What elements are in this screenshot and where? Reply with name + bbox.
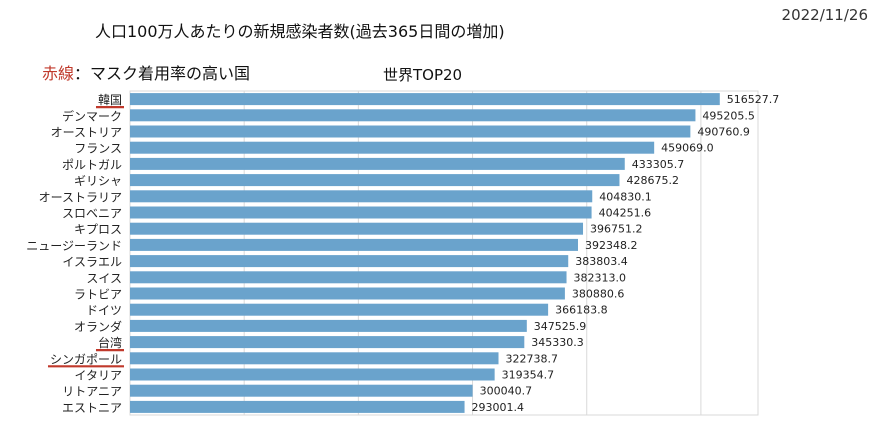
bar-11 [130, 271, 567, 284]
data-label-17: 319354.7 [502, 369, 555, 382]
data-label-19: 293001.4 [472, 401, 525, 414]
bar-9 [130, 238, 578, 251]
data-label-18: 300040.7 [480, 385, 533, 398]
bar-12 [130, 287, 565, 300]
bar-17 [130, 368, 495, 381]
data-label-2: 490760.9 [697, 126, 750, 139]
chart-subtitle: 世界TOP20 [383, 66, 463, 84]
category-label-13: ドイツ [86, 304, 122, 318]
category-label-8: キプロス [74, 223, 122, 237]
category-label-2: オーストリア [51, 126, 122, 140]
bar-15 [130, 336, 525, 349]
bar-10 [130, 255, 569, 268]
category-label-10: イスラエル [62, 255, 122, 269]
date-label: 2022/11/26 [781, 6, 868, 24]
category-label-3: フランス [74, 142, 122, 156]
data-label-8: 396751.2 [590, 223, 643, 236]
chart-main-title: 人口100万人あたりの新規感染者数(過去365日間の増加) [95, 22, 505, 41]
category-label-16: シンガポール [50, 352, 122, 366]
legend-rest: ：マスク着用率の高い国 [74, 64, 251, 83]
plot-frame [129, 90, 759, 416]
bar-5 [130, 174, 620, 187]
data-label-15: 345330.3 [531, 336, 584, 349]
category-label-17: イタリア [74, 369, 122, 383]
data-label-1: 495205.5 [702, 109, 755, 122]
category-label-18: リトアニア [62, 385, 122, 399]
category-label-12: ラトビア [74, 288, 122, 302]
category-label-1: デンマーク [62, 108, 122, 123]
data-label-13: 366183.8 [555, 304, 608, 317]
bar-4 [130, 157, 625, 170]
bar-13 [130, 303, 549, 316]
bar-6 [130, 190, 593, 203]
category-label-0: 韓国 [98, 93, 122, 107]
data-label-3: 459069.0 [661, 142, 714, 155]
legend-red-word: 赤線 [42, 64, 75, 83]
bar-2 [130, 125, 691, 138]
category-label-4: ポルトガル [62, 158, 122, 172]
category-label-9: ニュージーランド [26, 239, 122, 253]
category-label-7: スロベニア [62, 207, 122, 221]
bar-16 [130, 352, 499, 365]
data-label-12: 380880.6 [572, 288, 625, 301]
data-label-9: 392348.2 [585, 239, 638, 252]
bar-3 [130, 141, 655, 154]
category-label-11: スイス [86, 271, 122, 285]
data-label-6: 404830.1 [599, 190, 652, 203]
category-label-15: 台湾 [98, 335, 122, 350]
data-label-16: 322738.7 [506, 352, 559, 365]
data-label-14: 347525.9 [534, 320, 587, 333]
data-label-7: 404251.6 [599, 207, 652, 220]
bar-14 [130, 319, 527, 332]
data-label-11: 382313.0 [574, 271, 627, 284]
category-label-19: エストニア [62, 401, 122, 415]
data-label-0: 516527.7 [727, 93, 780, 106]
data-label-4: 433305.7 [632, 158, 685, 171]
bar-19 [130, 400, 465, 413]
bar-7 [130, 206, 592, 219]
category-label-14: オランダ [74, 319, 122, 334]
data-label-10: 383803.4 [575, 255, 628, 268]
data-label-5: 428675.2 [626, 174, 679, 187]
bar-18 [130, 384, 473, 397]
bar-1 [130, 109, 696, 122]
bar-8 [130, 222, 584, 235]
category-label-5: ギリシャ [74, 174, 122, 188]
legend-note: 赤線：マスク着用率の高い国 [42, 60, 250, 84]
bar-0 [130, 93, 720, 106]
category-label-6: オーストラリア [39, 190, 122, 204]
